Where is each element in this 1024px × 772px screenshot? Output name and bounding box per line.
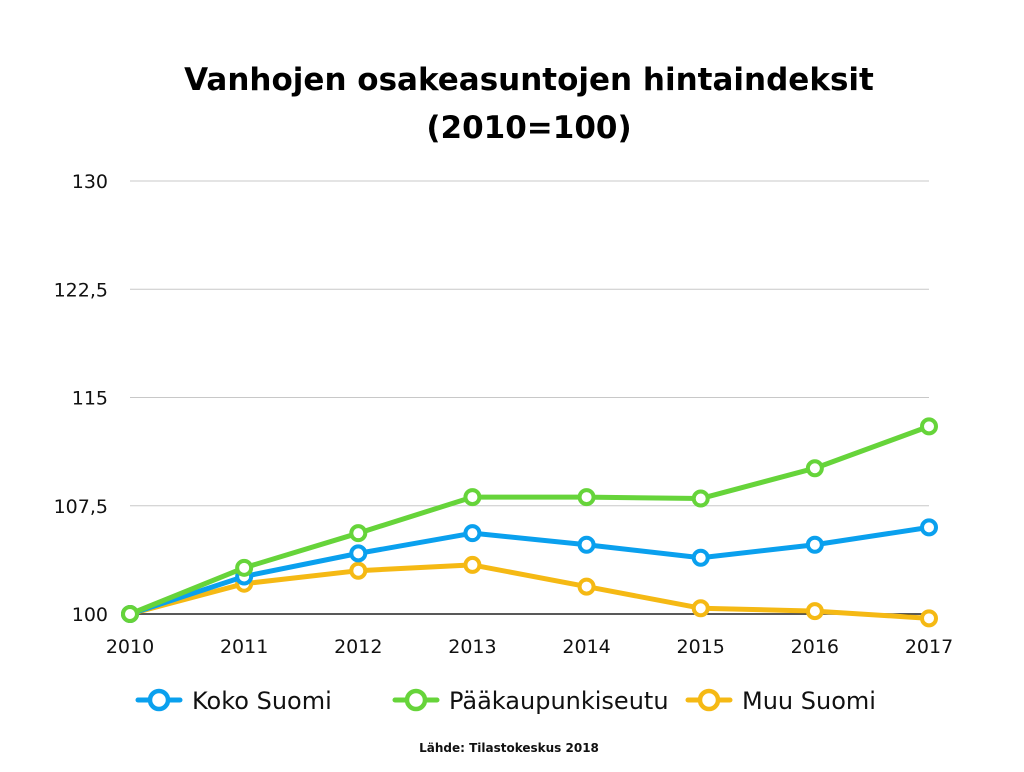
x-axis-ticks: 2010 2011 2012 2013 2014 2015 2016 2017 [106,636,953,658]
series-point [349,561,368,580]
series-point [691,548,710,567]
x-tick-label: 2016 [791,636,839,658]
series-point [805,602,824,621]
x-tick-label: 2012 [334,636,382,658]
series-point [235,558,254,577]
series-point [577,577,596,596]
series-line [127,423,932,617]
x-tick-label: 2015 [677,636,725,658]
chart-title-line1: Vanhojen osakeasuntojen hintaindeksit [184,62,874,98]
series-point [691,599,710,618]
series-point [805,535,824,554]
series-point [805,459,824,478]
series-point [463,555,482,574]
series-point [920,609,938,628]
series-point [463,524,482,543]
series-line [127,562,932,621]
series-point [349,544,368,563]
x-tick-label: 2017 [905,636,953,658]
legend-marker [697,688,721,712]
y-axis-ticks: 100 107,5 115 122,5 130 [54,171,108,626]
legend-label: Pääkaupunkiseutu [449,687,669,715]
y-tick-label: 130 [72,171,108,193]
series-point [577,535,596,554]
legend-marker [147,688,171,712]
series-point [920,417,938,436]
series-point [691,489,710,508]
series-layer [121,417,938,628]
source-note: Lähde: Tilastokeskus 2018 [419,741,599,755]
series-point [121,605,139,623]
x-tick-label: 2010 [106,636,154,658]
y-tick-label: 107,5 [54,496,108,518]
legend: Koko Suomi Pääkaupunkiseutu Muu Suomi [135,687,876,715]
legend-label: Koko Suomi [192,687,332,715]
x-tick-label: 2014 [562,636,610,658]
series-point [349,524,368,543]
series-line [127,524,932,617]
series-point [463,488,482,507]
y-tick-label: 100 [72,604,108,626]
legend-label: Muu Suomi [742,687,876,715]
x-tick-label: 2011 [220,636,268,658]
x-tick-label: 2013 [448,636,496,658]
chart-title-line2: (2010=100) [426,110,631,146]
y-tick-label: 115 [72,388,108,410]
series-point [577,488,596,507]
grid-layer [130,180,929,615]
series-point [920,518,938,537]
y-tick-label: 122,5 [54,279,108,301]
legend-marker [404,688,428,712]
